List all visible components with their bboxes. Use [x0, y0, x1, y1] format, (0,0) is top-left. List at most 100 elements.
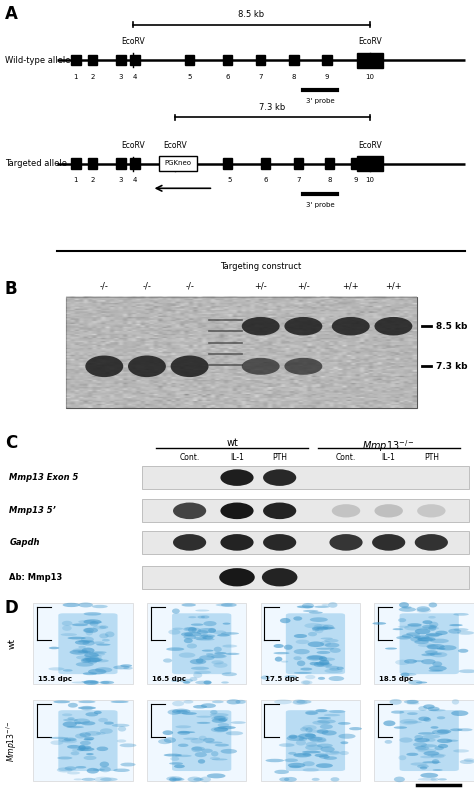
Ellipse shape: [67, 745, 81, 749]
Ellipse shape: [201, 615, 210, 619]
Ellipse shape: [418, 778, 436, 781]
Ellipse shape: [86, 630, 93, 635]
Ellipse shape: [214, 647, 222, 652]
Ellipse shape: [325, 643, 339, 648]
Ellipse shape: [83, 619, 101, 624]
Ellipse shape: [261, 676, 270, 679]
Ellipse shape: [308, 736, 323, 741]
Text: 2: 2: [90, 177, 95, 184]
Ellipse shape: [208, 628, 216, 633]
Text: Targeting construct: Targeting construct: [220, 262, 301, 271]
Ellipse shape: [396, 636, 411, 639]
Ellipse shape: [195, 610, 210, 611]
Ellipse shape: [190, 677, 198, 681]
Ellipse shape: [94, 777, 112, 782]
Ellipse shape: [302, 680, 312, 684]
Ellipse shape: [438, 744, 448, 748]
Text: $Mmp13^{-/-}$: $Mmp13^{-/-}$: [5, 720, 19, 762]
Ellipse shape: [222, 672, 237, 676]
Ellipse shape: [312, 626, 328, 630]
Ellipse shape: [384, 740, 392, 744]
Ellipse shape: [98, 718, 108, 722]
Ellipse shape: [420, 773, 438, 778]
Ellipse shape: [340, 741, 348, 744]
Ellipse shape: [418, 749, 436, 752]
Text: 10: 10: [365, 177, 374, 184]
Ellipse shape: [214, 716, 226, 720]
Ellipse shape: [319, 657, 327, 661]
Ellipse shape: [317, 651, 330, 654]
Ellipse shape: [89, 652, 105, 656]
Ellipse shape: [458, 649, 468, 653]
Ellipse shape: [296, 700, 311, 704]
Ellipse shape: [191, 747, 205, 751]
Text: 4: 4: [133, 177, 137, 184]
Bar: [147, 603, 246, 684]
Ellipse shape: [308, 730, 324, 732]
Ellipse shape: [75, 766, 86, 769]
Ellipse shape: [289, 735, 297, 739]
Ellipse shape: [302, 761, 315, 766]
Ellipse shape: [83, 672, 97, 676]
Text: 1: 1: [73, 177, 78, 184]
Ellipse shape: [284, 676, 297, 678]
Ellipse shape: [273, 652, 290, 654]
Ellipse shape: [301, 680, 310, 684]
Ellipse shape: [202, 649, 214, 652]
Ellipse shape: [305, 710, 318, 715]
Ellipse shape: [408, 680, 422, 685]
Ellipse shape: [80, 747, 89, 751]
Ellipse shape: [199, 736, 207, 740]
Ellipse shape: [332, 317, 370, 335]
Ellipse shape: [119, 744, 137, 747]
Ellipse shape: [198, 759, 205, 763]
Ellipse shape: [191, 628, 201, 633]
Ellipse shape: [422, 620, 432, 624]
Ellipse shape: [401, 672, 410, 677]
Ellipse shape: [100, 729, 113, 734]
Text: -/-: -/-: [185, 282, 194, 290]
Ellipse shape: [297, 605, 313, 608]
Ellipse shape: [78, 701, 96, 703]
Ellipse shape: [450, 729, 463, 731]
Ellipse shape: [202, 636, 213, 640]
Ellipse shape: [219, 568, 255, 586]
Ellipse shape: [203, 680, 211, 684]
Ellipse shape: [195, 752, 207, 757]
Text: 1: 1: [73, 74, 78, 80]
Ellipse shape: [211, 654, 227, 658]
Ellipse shape: [404, 700, 419, 704]
Ellipse shape: [184, 632, 201, 637]
Ellipse shape: [227, 699, 241, 705]
Text: 8.5 kb: 8.5 kb: [238, 10, 264, 19]
Bar: [223, 158, 232, 169]
Ellipse shape: [207, 774, 226, 778]
Ellipse shape: [404, 659, 417, 664]
Ellipse shape: [329, 751, 340, 754]
Ellipse shape: [263, 502, 296, 519]
Ellipse shape: [305, 744, 323, 751]
Ellipse shape: [123, 667, 133, 670]
Ellipse shape: [322, 604, 329, 606]
Ellipse shape: [421, 653, 435, 657]
Ellipse shape: [302, 753, 311, 756]
Ellipse shape: [90, 655, 102, 659]
Text: Gapdh: Gapdh: [9, 538, 40, 547]
Text: Wild-type allele: Wild-type allele: [5, 55, 70, 65]
Ellipse shape: [324, 668, 343, 673]
Ellipse shape: [323, 625, 334, 630]
Ellipse shape: [273, 644, 284, 648]
Ellipse shape: [418, 638, 433, 641]
Ellipse shape: [120, 763, 136, 766]
Ellipse shape: [417, 606, 430, 612]
Ellipse shape: [416, 682, 427, 683]
Ellipse shape: [294, 649, 310, 654]
Ellipse shape: [110, 701, 128, 703]
Ellipse shape: [312, 778, 319, 781]
Ellipse shape: [81, 721, 95, 725]
Ellipse shape: [83, 680, 98, 685]
Ellipse shape: [93, 769, 105, 770]
Ellipse shape: [196, 638, 215, 641]
Ellipse shape: [407, 623, 422, 626]
Ellipse shape: [317, 744, 333, 747]
